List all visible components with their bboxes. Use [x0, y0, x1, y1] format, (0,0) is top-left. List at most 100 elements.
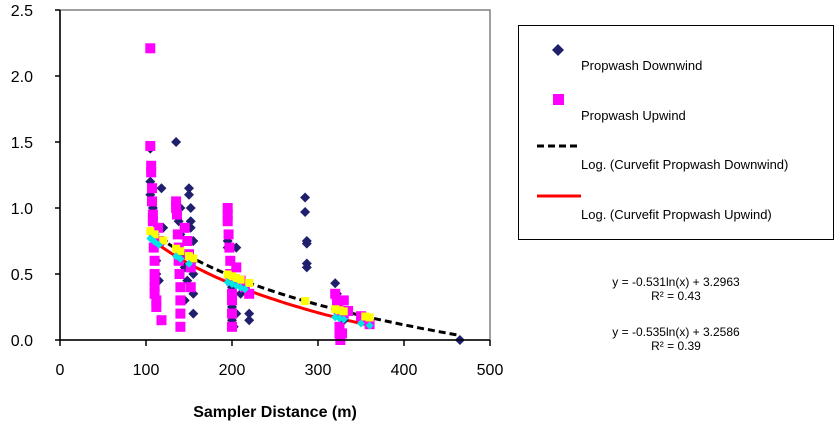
y-tick-label: 1.5: [11, 135, 33, 152]
data-point-upwind: [171, 203, 182, 213]
data-point-upwind: [151, 302, 162, 312]
data-point-upwind: [185, 282, 196, 293]
curvefit-marker-downwind: [150, 230, 159, 239]
data-point-upwind: [147, 196, 158, 207]
data-point-upwind: [146, 160, 157, 171]
legend-item-upwind: Propwash Upwind: [519, 86, 833, 126]
curvefit-marker-downwind: [228, 272, 236, 281]
data-point-upwind: [147, 183, 158, 194]
data-point-upwind: [175, 321, 186, 332]
data-point-downwind: [301, 262, 312, 273]
curvefit-marker-upwind: [339, 315, 348, 324]
legend-label: Propwash Downwind: [581, 58, 703, 73]
curvefit-marker-downwind: [335, 306, 344, 315]
data-point-upwind: [338, 295, 349, 306]
x-axis-title: Sampler Distance (m): [193, 404, 357, 421]
legend-label: Propwash Upwind: [581, 108, 686, 123]
data-point-downwind: [301, 238, 312, 249]
data-point-upwind: [149, 269, 160, 279]
data-point-upwind: [225, 255, 236, 266]
data-point-upwind: [331, 295, 342, 306]
curvefit-marker-downwind: [301, 297, 310, 306]
data-point-upwind: [227, 308, 237, 319]
data-point-downwind: [244, 315, 255, 326]
data-point-upwind: [343, 305, 354, 316]
y-tick-label: 0.0: [11, 333, 33, 350]
data-point-downwind: [184, 183, 194, 194]
data-point-upwind: [156, 315, 167, 326]
curvefit-marker-upwind: [185, 259, 193, 268]
data-point-upwind: [222, 203, 233, 213]
data-point-upwind: [227, 288, 237, 299]
data-point-upwind: [153, 222, 164, 233]
x-tick-label: 200: [219, 362, 246, 379]
legend-item-downwind: Propwash Downwind: [519, 36, 833, 76]
curvefit-marker-downwind: [232, 273, 241, 282]
legend-label: Log. (Curvefit Propwash Upwind): [581, 207, 772, 222]
dashed-line-icon: [537, 144, 581, 148]
data-point-upwind: [145, 140, 156, 151]
data-point-upwind: [185, 262, 196, 273]
data-point-upwind: [175, 308, 186, 319]
data-point-upwind: [231, 262, 242, 273]
data-point-upwind: [227, 295, 237, 306]
data-point-downwind: [330, 278, 341, 289]
data-point-downwind: [184, 189, 194, 200]
r-squared-text: R² = 0.43: [651, 289, 701, 303]
data-point-upwind: [222, 209, 233, 220]
y-axis: 0.0 0.5 1.0 1.5 2.0 2.5: [11, 3, 60, 350]
curvefit-marker-downwind: [339, 307, 348, 316]
data-point-upwind: [330, 288, 341, 299]
x-tick-label: 0: [56, 362, 65, 379]
data-point-downwind: [188, 308, 199, 319]
curvefit-marker-upwind: [240, 285, 249, 294]
diamond-marker-icon: [552, 44, 564, 56]
data-point-upwind: [223, 229, 234, 240]
data-point-upwind: [175, 295, 186, 306]
data-point-downwind: [300, 192, 311, 203]
data-point-upwind: [151, 295, 162, 306]
y-tick-label: 2.0: [11, 69, 33, 86]
curvefit-marker-upwind: [176, 254, 185, 263]
trendline-equation-downwind: y = -0.531ln(x) + 3.2963 R² = 0.43: [566, 275, 786, 303]
curvefit-markers: [146, 227, 374, 330]
curvefit-marker-downwind: [331, 305, 340, 314]
data-point-upwind: [182, 236, 193, 246]
curvefit-marker-downwind: [185, 252, 193, 261]
r-squared-text: R² = 0.39: [651, 339, 701, 353]
y-tick-label: 0.5: [11, 267, 33, 284]
x-axis: 0 100 200 300 400 500: [56, 340, 504, 379]
data-point-upwind: [145, 43, 156, 54]
trendline-equation-upwind: y = -0.535ln(x) + 3.2586 R² = 0.39: [566, 325, 786, 353]
y-tick-label: 1.0: [11, 201, 33, 218]
data-point-upwind: [244, 288, 255, 299]
curvefit-marker-upwind: [154, 240, 163, 249]
data-point-downwind: [171, 137, 182, 147]
data-point-upwind: [179, 222, 190, 233]
curvefit-marker-upwind: [365, 321, 374, 330]
data-point-upwind: [172, 229, 183, 240]
data-point-upwind: [334, 321, 345, 332]
data-point-upwind: [175, 282, 186, 293]
y-tick-label: 2.5: [11, 3, 33, 20]
curvefit-marker-upwind: [357, 319, 365, 328]
legend: Propwash Downwind Propwash Upwind Log. (…: [518, 25, 834, 240]
curvefit-marker-downwind: [172, 244, 181, 253]
equation-text: y = -0.531ln(x) + 3.2963: [612, 275, 740, 289]
data-point-upwind: [226, 275, 237, 286]
data-point-upwind: [337, 328, 348, 339]
legend-item-downwind-fit: Log. (Curvefit Propwash Downwind): [519, 138, 833, 178]
data-point-upwind: [227, 321, 237, 332]
curvefit-marker-downwind: [236, 275, 245, 284]
legend-item-upwind-fit: Log. (Curvefit Propwash Upwind): [519, 188, 833, 228]
data-point-upwind: [149, 288, 160, 299]
x-tick-label: 500: [477, 362, 504, 379]
data-point-downwind: [244, 308, 255, 319]
x-tick-label: 400: [391, 362, 418, 379]
curvefit-marker-downwind: [245, 278, 254, 287]
data-point-upwind: [356, 311, 366, 322]
curvefit-marker-downwind: [189, 254, 198, 263]
x-tick-label: 100: [133, 362, 160, 379]
data-point-downwind: [300, 206, 311, 217]
